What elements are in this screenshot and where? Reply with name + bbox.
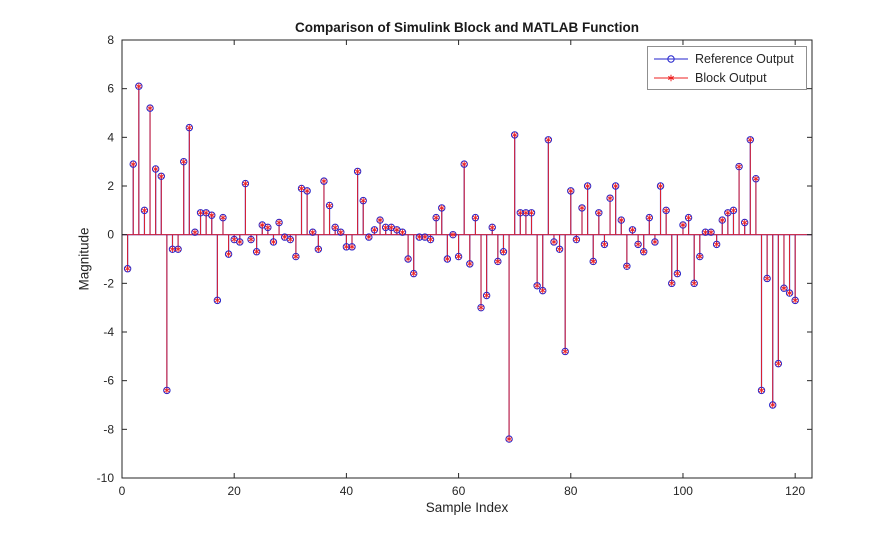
svg-text:40: 40 (340, 484, 354, 498)
legend-label-reference: Reference Output (695, 51, 794, 66)
reference-marker-icon (654, 54, 688, 63)
svg-text:8: 8 (107, 33, 114, 47)
svg-text:-6: -6 (103, 374, 114, 388)
x-axis-label: Sample Index (425, 500, 509, 515)
legend: Reference Output Block Output (647, 46, 807, 90)
svg-text:-10: -10 (97, 471, 115, 485)
svg-text:80: 80 (564, 484, 578, 498)
legend-item-block: Block Output (652, 68, 802, 87)
svg-text:0: 0 (107, 228, 114, 242)
svg-text:6: 6 (107, 82, 114, 96)
legend-item-reference: Reference Output (652, 49, 802, 68)
svg-text:100: 100 (673, 484, 693, 498)
svg-text:60: 60 (452, 484, 466, 498)
svg-text:2: 2 (107, 179, 114, 193)
svg-text:-4: -4 (103, 325, 114, 339)
svg-text:-8: -8 (103, 422, 114, 436)
svg-text:-2: -2 (103, 276, 114, 290)
block-marker-icon (654, 74, 688, 81)
legend-label-block: Block Output (695, 70, 767, 85)
svg-text:4: 4 (107, 130, 114, 144)
chart-title: Comparison of Simulink Block and MATLAB … (295, 20, 639, 35)
svg-text:20: 20 (228, 484, 242, 498)
svg-text:120: 120 (785, 484, 805, 498)
svg-text:0: 0 (119, 484, 126, 498)
